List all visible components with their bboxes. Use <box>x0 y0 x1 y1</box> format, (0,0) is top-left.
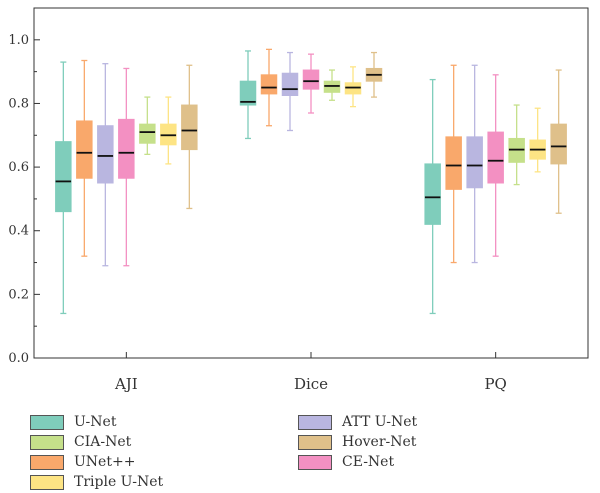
legend-label: Hover-Net <box>342 434 417 450</box>
box-att-u-net-aji <box>97 63 114 267</box>
box-body <box>118 118 135 179</box>
chart-axes: 0.0 0.2 0.4 0.6 0.8 1.0 AJI Dice PQ <box>8 7 589 393</box>
box-body <box>445 136 462 190</box>
box-cia-net-aji <box>139 96 156 156</box>
x-category-label: Dice <box>294 375 328 393</box>
legend-swatch <box>298 454 332 470</box>
box-ce-net-dice <box>302 53 320 114</box>
legend-label: Triple U-Net <box>74 474 164 490</box>
legend-label: U-Net <box>74 414 117 430</box>
box-body <box>76 120 93 179</box>
box-hover-net-dice <box>365 51 383 98</box>
box-body <box>55 141 72 213</box>
box-u-net-dice <box>239 50 257 140</box>
box-body <box>550 123 567 165</box>
legend-item: CE-Net <box>298 452 394 472</box>
legend-swatch <box>30 454 64 470</box>
legend-item: U-Net <box>30 412 116 432</box>
box-hover-net-pq <box>550 69 567 214</box>
y-tick-label: 1.0 <box>8 33 29 48</box>
box-u-net-aji <box>55 61 72 315</box>
legend-swatch <box>30 474 64 490</box>
plot-area <box>55 48 567 315</box>
legend-item: CIA-Net <box>30 432 131 452</box>
y-tick-label: 0.8 <box>8 96 29 111</box>
box-cia-net-pq <box>508 104 525 186</box>
y-tick-label: 0.2 <box>8 287 29 302</box>
y-tick-label: 0.0 <box>8 351 29 366</box>
legend-swatch <box>298 414 332 430</box>
y-tick-label: 0.4 <box>8 224 29 239</box>
x-category-label: PQ <box>484 375 506 393</box>
box-body <box>302 69 320 90</box>
box-body <box>181 104 198 151</box>
legend-label: ATT U-Net <box>342 414 418 430</box>
legend-item: UNet++ <box>30 452 135 472</box>
legend-swatch <box>298 434 332 450</box>
box-unet--aji <box>76 59 93 257</box>
box-hover-net-aji <box>181 64 198 210</box>
legend: U-Net CIA-Net UNet++ Triple U-Net ATT U-Net H… <box>30 412 590 492</box>
box-body <box>239 80 257 106</box>
box-body <box>466 136 483 189</box>
box-triple-u-net-aji <box>160 96 177 165</box>
legend-label: CIA-Net <box>74 434 132 450</box>
box-body <box>260 74 278 95</box>
box-plot-chart: 0.0 0.2 0.4 0.6 0.8 1.0 AJI Dice PQ <box>8 7 589 393</box>
box-u-net-pq <box>424 78 441 315</box>
box-body <box>487 131 504 184</box>
x-category-label: AJI <box>114 375 138 393</box>
legend-item: Hover-Net <box>298 432 416 452</box>
legend-item: ATT U-Net <box>298 412 417 432</box>
box-body <box>139 123 156 144</box>
box-ce-net-aji <box>118 67 135 267</box>
box-att-u-net-dice <box>281 51 299 132</box>
box-att-u-net-pq <box>466 64 483 264</box>
box-body <box>424 163 441 225</box>
legend-label: CE-Net <box>342 454 395 470</box>
legend-label: UNet++ <box>74 454 136 470</box>
box-triple-u-net-pq <box>529 107 546 173</box>
legend-item: Triple U-Net <box>30 472 163 492</box>
box-body <box>97 125 114 184</box>
box-cia-net-dice <box>323 69 341 101</box>
box-ce-net-pq <box>487 74 504 257</box>
y-tick-label: 0.6 <box>8 160 29 175</box>
legend-swatch <box>30 434 64 450</box>
legend-swatch <box>30 414 64 430</box>
box-unet--pq <box>445 64 462 264</box>
box-unet--dice <box>260 48 278 127</box>
box-triple-u-net-dice <box>344 66 362 108</box>
box-body <box>281 72 299 96</box>
